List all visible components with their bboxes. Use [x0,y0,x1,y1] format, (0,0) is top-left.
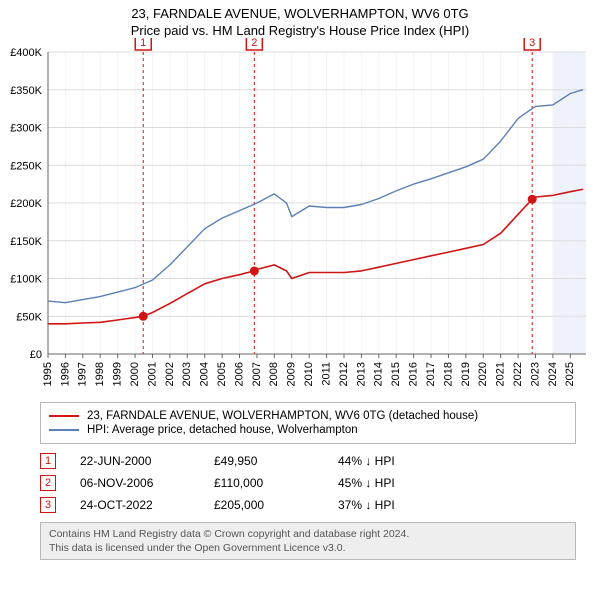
series-price-paid-line [48,189,583,323]
y-tick-label: £300K [10,123,42,135]
x-tick-label: 2024 [547,362,559,386]
x-tick-label: 1996 [59,362,71,386]
x-tick-label: 1995 [42,362,54,386]
legend-box: 23, FARNDALE AVENUE, WOLVERHAMPTON, WV6 … [40,402,576,444]
y-tick-label: £100K [10,274,42,286]
event-badge: 1 [40,453,56,469]
event-badge-top-label: 1 [140,38,146,49]
event-row: 3 24-OCT-2022 £205,000 37% ↓ HPI [40,494,576,516]
chart-title-line1: 23, FARNDALE AVENUE, WOLVERHAMPTON, WV6 … [0,6,600,21]
event-delta: 44% ↓ HPI [338,454,438,468]
legend-label: HPI: Average price, detached house, Wolv… [87,424,358,436]
legend-swatch [49,415,79,417]
x-tick-label: 2001 [146,362,158,386]
event-row: 1 22-JUN-2000 £49,950 44% ↓ HPI [40,450,576,472]
event-row: 2 06-NOV-2006 £110,000 45% ↓ HPI [40,472,576,494]
event-price: £205,000 [214,498,314,512]
page-root: 23, FARNDALE AVENUE, WOLVERHAMPTON, WV6 … [0,0,600,560]
x-tick-label: 1998 [94,362,106,386]
x-tick-label: 2013 [355,362,367,386]
x-tick-label: 2012 [338,362,350,386]
x-tick-label: 2021 [495,362,507,386]
sale-marker-dot [250,266,259,275]
event-date: 24-OCT-2022 [80,498,190,512]
footer-line2: This data is licensed under the Open Gov… [49,541,567,555]
y-tick-label: £200K [10,198,42,210]
x-tick-label: 2005 [216,362,228,386]
x-tick-label: 2009 [286,362,298,386]
event-badge-top-label: 3 [529,38,535,49]
x-tick-label: 2007 [251,362,263,386]
legend-row: HPI: Average price, detached house, Wolv… [49,423,567,437]
event-delta: 37% ↓ HPI [338,498,438,512]
footer-box: Contains HM Land Registry data © Crown c… [40,522,576,560]
legend-row: 23, FARNDALE AVENUE, WOLVERHAMPTON, WV6 … [49,409,567,423]
chart-titles: 23, FARNDALE AVENUE, WOLVERHAMPTON, WV6 … [0,0,600,38]
x-tick-label: 2025 [564,362,576,386]
x-tick-label: 2003 [181,362,193,386]
x-tick-label: 2011 [320,362,332,386]
chart-svg: £0 £50K £100K £150K £200K £250K £300K £350K £400… [0,38,600,398]
y-tick-label: £250K [10,160,42,172]
events-table: 1 22-JUN-2000 £49,950 44% ↓ HPI 2 06-NOV-2006… [40,450,576,516]
event-delta: 45% ↓ HPI [338,476,438,490]
legend-swatch [49,429,79,431]
x-tick-label: 2002 [164,362,176,386]
series-hpi-line [48,90,583,303]
chart-area: £0 £50K £100K £150K £200K £250K £300K £350K £400… [0,38,600,398]
footer-line1: Contains HM Land Registry data © Crown c… [49,527,567,541]
x-tick-label: 2014 [373,362,385,386]
event-price: £49,950 [214,454,314,468]
chart-title-line2: Price paid vs. HM Land Registry's House … [0,23,600,38]
x-tick-label: 2010 [303,362,315,386]
y-tick-label: £350K [10,85,42,97]
event-price: £110,000 [214,476,314,490]
event-badge-top-label: 2 [251,38,257,49]
x-tick-label: 2022 [512,362,524,386]
event-date: 06-NOV-2006 [80,476,190,490]
x-tick-label: 2004 [199,362,211,386]
x-tick-label: 2019 [460,362,472,386]
y-tick-label: £50K [16,311,42,323]
x-tick-label: 2020 [477,362,489,386]
x-tick-label: 2006 [233,362,245,386]
sale-marker-dot [139,312,148,321]
x-tick-label: 1999 [112,362,124,386]
y-tick-label: £0 [30,349,42,361]
event-badge: 2 [40,475,56,491]
legend-label: 23, FARNDALE AVENUE, WOLVERHAMPTON, WV6 … [87,410,478,422]
y-tick-label: £400K [10,47,42,59]
x-tick-label: 2015 [390,362,402,386]
x-tick-label: 2016 [408,362,420,386]
x-tick-label: 2008 [268,362,280,386]
y-tick-label: £150K [10,236,42,248]
x-tick-label: 1997 [77,362,89,386]
x-tick-label: 2000 [129,362,141,386]
x-tick-label: 2018 [442,362,454,386]
event-date: 22-JUN-2000 [80,454,190,468]
event-badge: 3 [40,497,56,513]
sale-marker-dot [528,195,537,204]
x-tick-label: 2023 [529,362,541,386]
x-tick-label: 2017 [425,362,437,386]
